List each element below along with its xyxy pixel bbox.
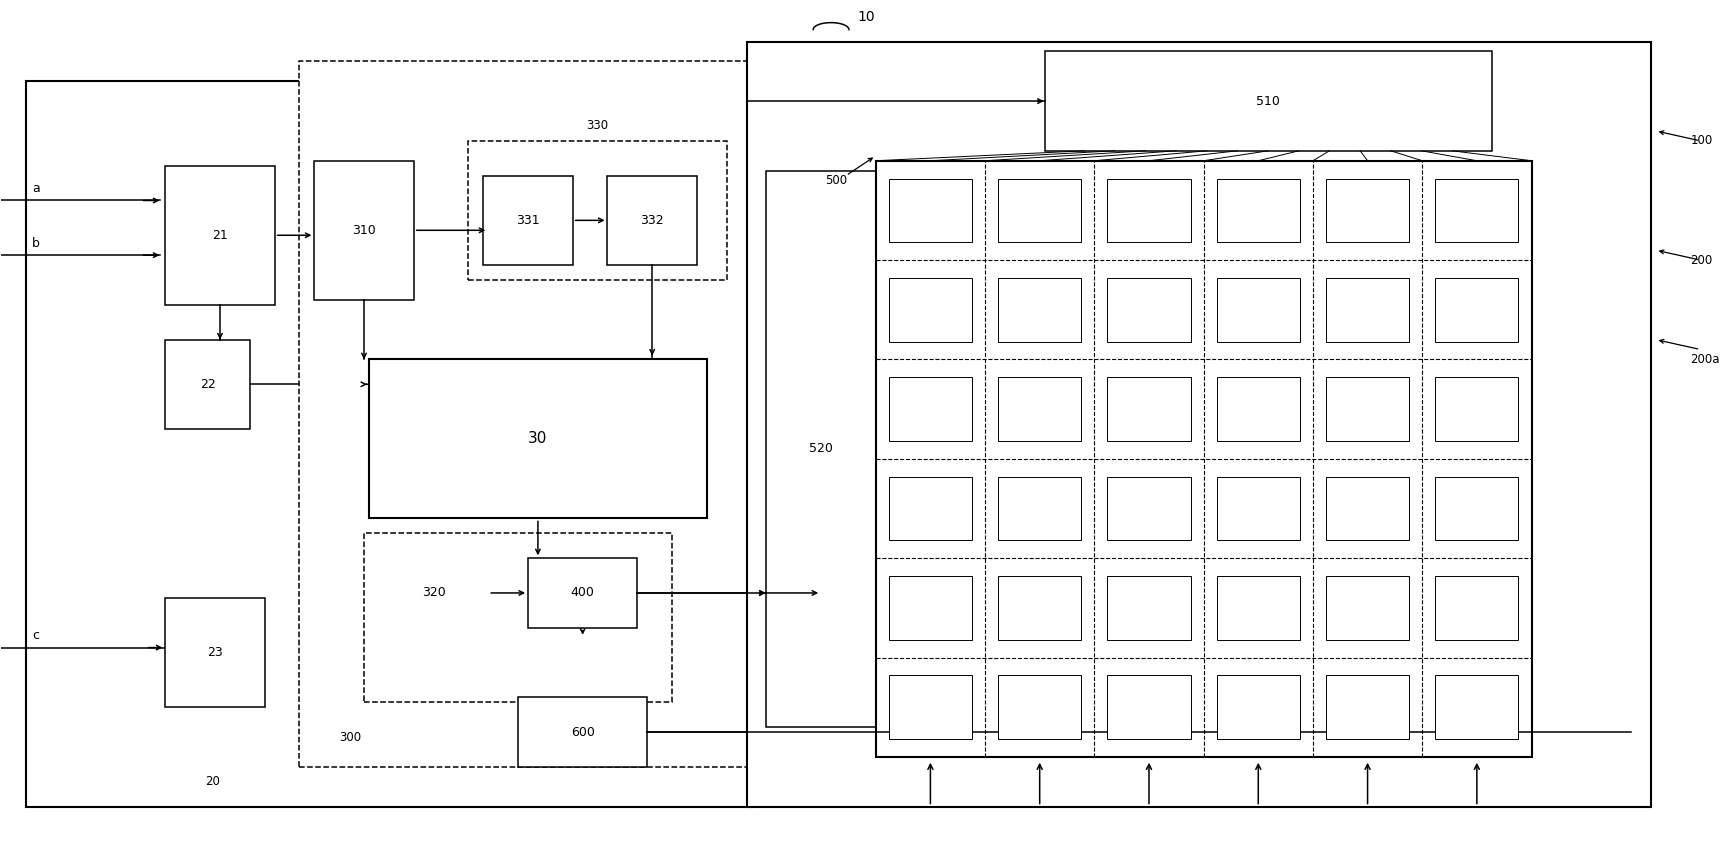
Text: 200a: 200a [1691, 353, 1720, 366]
Text: 520: 520 [809, 442, 833, 455]
Bar [315, 161, 413, 300]
Bar [1436, 675, 1519, 739]
Bar [1436, 477, 1519, 540]
Text: a: a [33, 182, 40, 195]
Bar [1326, 477, 1409, 540]
Text: 300: 300 [339, 730, 362, 744]
Bar [1436, 179, 1519, 242]
Bar [484, 175, 573, 265]
Bar [1107, 278, 1190, 342]
Bar [1436, 576, 1519, 640]
Text: 10: 10 [858, 9, 875, 24]
Bar [876, 161, 1531, 757]
Bar [889, 179, 971, 242]
Bar [468, 141, 727, 280]
Text: 200: 200 [1691, 253, 1713, 266]
Bar [1217, 576, 1300, 640]
Bar [1326, 377, 1409, 441]
Bar [1217, 675, 1300, 739]
Bar [529, 558, 637, 628]
Bar [889, 377, 971, 441]
Text: 320: 320 [422, 587, 446, 600]
Text: 22: 22 [200, 378, 215, 391]
Bar [1436, 377, 1519, 441]
Bar [766, 171, 876, 727]
Bar [363, 533, 672, 703]
Text: 400: 400 [570, 587, 594, 600]
Bar [889, 477, 971, 540]
Text: 20: 20 [205, 775, 220, 789]
Text: 330: 330 [587, 119, 608, 132]
Text: b: b [33, 237, 40, 250]
Text: 30: 30 [529, 431, 548, 447]
Bar [1107, 675, 1190, 739]
Bar [1326, 675, 1409, 739]
Text: 510: 510 [1257, 94, 1279, 107]
Text: 600: 600 [570, 726, 594, 739]
Text: 23: 23 [207, 646, 222, 659]
Bar [1217, 477, 1300, 540]
Bar [165, 598, 265, 707]
Bar [1326, 278, 1409, 342]
Text: 500: 500 [825, 174, 847, 187]
Bar [1107, 179, 1190, 242]
Bar [999, 675, 1081, 739]
Bar [1217, 377, 1300, 441]
Bar [369, 359, 706, 519]
Bar [518, 698, 647, 767]
Bar [889, 675, 971, 739]
Bar [999, 278, 1081, 342]
Bar [1217, 179, 1300, 242]
Text: 100: 100 [1691, 134, 1713, 148]
Text: c: c [33, 629, 40, 643]
Bar [1436, 278, 1519, 342]
Text: 21: 21 [212, 228, 227, 241]
Bar [889, 278, 971, 342]
Bar [889, 576, 971, 640]
Bar [1107, 377, 1190, 441]
Bar [1107, 477, 1190, 540]
Bar [300, 61, 766, 767]
Bar [165, 339, 250, 429]
Text: 310: 310 [353, 224, 375, 237]
Bar [1045, 52, 1491, 151]
Bar [379, 558, 489, 628]
Bar [747, 41, 1651, 807]
Bar [1107, 576, 1190, 640]
Bar [1326, 576, 1409, 640]
Bar [999, 576, 1081, 640]
Bar [1217, 278, 1300, 342]
Bar [26, 82, 751, 807]
Bar [608, 175, 697, 265]
Bar [999, 179, 1081, 242]
Bar [999, 477, 1081, 540]
Text: 331: 331 [517, 214, 539, 227]
Bar [1326, 179, 1409, 242]
Text: 332: 332 [641, 214, 665, 227]
Bar [999, 377, 1081, 441]
Bar [165, 166, 274, 305]
